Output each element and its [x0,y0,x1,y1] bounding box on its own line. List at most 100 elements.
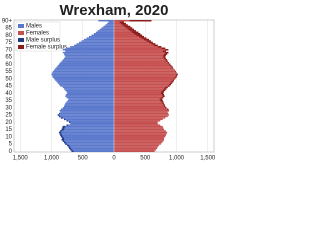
male-bar [59,133,114,135]
male-bar [62,86,114,89]
female-bar [114,125,163,128]
male-bar [65,50,114,52]
female-bar [114,79,174,81]
female-bar [114,30,136,32]
female-bar [114,131,168,134]
female-surplus [172,79,174,81]
female-bar [114,37,147,39]
female-bar [114,147,158,150]
male-surplus [67,144,69,147]
legend-label: Males [26,24,42,30]
female-surplus [162,102,164,105]
male-bar [84,38,114,41]
male-bar [57,114,114,116]
male-surplus [57,114,59,116]
legend-swatch [18,24,24,28]
female-surplus [165,59,168,61]
male-bar [56,66,114,68]
female-bar [114,72,177,74]
male-bar [67,144,114,147]
female-bar [114,44,158,47]
female-surplus [141,37,147,39]
male-bar [60,85,114,87]
male-surplus [68,146,71,148]
female-bar [114,98,163,100]
male-bar [65,143,114,145]
female-bar [114,105,166,108]
male-bar [57,64,114,67]
male-bar [64,104,114,106]
female-surplus [161,91,164,93]
legend-swatch [18,38,24,42]
female-surplus [165,107,167,109]
female-bar [114,89,166,92]
female-surplus [163,104,165,106]
female-surplus [162,95,165,97]
male-surplus [61,128,64,131]
male-surplus [59,112,60,115]
female-bar [114,67,174,70]
legend-label: Female surplus [26,45,67,51]
female-bar [114,118,163,121]
y-tick-label: 90+ [2,18,13,24]
male-bar [70,46,114,48]
y-tick-label: 50 [5,76,12,82]
female-surplus [132,31,139,34]
female-bar [114,62,169,64]
male-bar [59,109,114,112]
female-surplus [175,75,178,77]
y-tick-label: 60 [5,62,12,68]
male-surplus [62,137,64,139]
female-surplus [169,63,171,65]
male-bar [99,28,114,31]
male-bar [66,47,114,50]
female-surplus [144,38,149,41]
male-bar [101,27,114,29]
chart-title: Wrexham, 2020 [60,2,169,19]
female-bar [114,46,162,48]
female-surplus [171,80,174,83]
female-bar [114,25,131,28]
male-bar [68,146,114,148]
male-bar [55,79,114,81]
male-bar [62,51,114,54]
male-surplus [69,121,71,123]
female-surplus [168,109,169,112]
male-bar [70,149,114,151]
female-surplus [169,83,171,86]
female-bar [114,99,163,102]
female-surplus [162,89,166,92]
female-bar [114,57,166,60]
female-surplus [165,51,169,54]
female-bar [114,108,169,110]
male-surplus [62,125,66,128]
female-surplus [139,35,144,38]
male-bar [74,44,114,47]
male-surplus [59,131,61,134]
female-surplus [124,25,131,28]
female-bar [114,92,164,94]
male-bar [67,99,114,102]
male-bar [64,118,114,121]
female-bar [114,85,170,87]
male-bar [107,22,114,25]
y-tick-label: 25 [5,113,12,119]
y-tick-label: 30 [5,105,12,111]
y-tick-label: 0 [9,149,13,155]
male-bar [66,101,114,103]
female-bar [114,73,178,76]
female-bar [114,22,126,25]
female-surplus [167,85,170,87]
female-surplus [136,34,143,36]
female-surplus [164,105,166,108]
legend-swatch [18,31,24,35]
male-bar [55,67,114,70]
male-bar [52,72,114,74]
male-bar [86,37,114,39]
y-tick-label: 70 [5,47,12,53]
female-bar [114,117,166,119]
male-bar [62,137,114,139]
female-surplus [120,22,126,25]
male-bar [59,131,114,134]
female-bar [114,27,133,29]
